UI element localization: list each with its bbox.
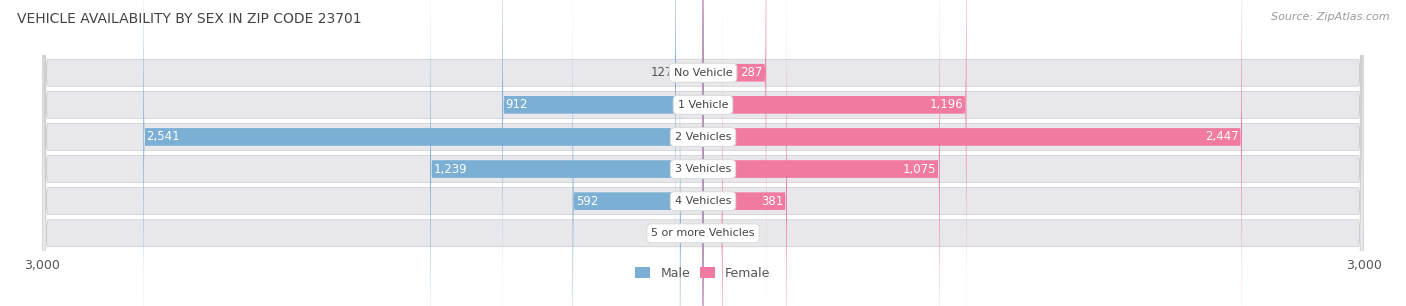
Text: 89: 89 [725,227,740,240]
Text: 105: 105 [655,227,678,240]
Text: 2 Vehicles: 2 Vehicles [675,132,731,142]
FancyBboxPatch shape [430,0,703,306]
FancyBboxPatch shape [703,0,1241,306]
Text: 2,541: 2,541 [146,130,180,144]
FancyBboxPatch shape [42,0,1364,306]
FancyBboxPatch shape [703,0,787,306]
Text: Source: ZipAtlas.com: Source: ZipAtlas.com [1271,12,1389,22]
Text: 1,075: 1,075 [903,162,936,176]
FancyBboxPatch shape [681,0,703,306]
Text: 5 or more Vehicles: 5 or more Vehicles [651,228,755,238]
FancyBboxPatch shape [42,0,1364,306]
Text: No Vehicle: No Vehicle [673,68,733,78]
FancyBboxPatch shape [502,0,703,306]
FancyBboxPatch shape [703,0,966,306]
Text: 2,447: 2,447 [1205,130,1239,144]
FancyBboxPatch shape [42,0,1364,306]
Text: 592: 592 [576,195,599,208]
FancyBboxPatch shape [703,0,766,306]
Text: 127: 127 [651,66,673,79]
FancyBboxPatch shape [42,0,1364,306]
FancyBboxPatch shape [703,0,939,306]
Legend: Male, Female: Male, Female [636,267,770,280]
Text: 1,196: 1,196 [929,98,963,111]
FancyBboxPatch shape [675,0,703,306]
Text: 381: 381 [762,195,783,208]
FancyBboxPatch shape [703,0,723,306]
FancyBboxPatch shape [143,0,703,306]
Text: 3 Vehicles: 3 Vehicles [675,164,731,174]
FancyBboxPatch shape [42,0,1364,306]
Text: VEHICLE AVAILABILITY BY SEX IN ZIP CODE 23701: VEHICLE AVAILABILITY BY SEX IN ZIP CODE … [17,12,361,26]
FancyBboxPatch shape [42,0,1364,306]
Text: 912: 912 [505,98,527,111]
Text: 4 Vehicles: 4 Vehicles [675,196,731,206]
Text: 1,239: 1,239 [433,162,467,176]
Text: 1 Vehicle: 1 Vehicle [678,100,728,110]
Text: 287: 287 [741,66,763,79]
FancyBboxPatch shape [572,0,703,306]
